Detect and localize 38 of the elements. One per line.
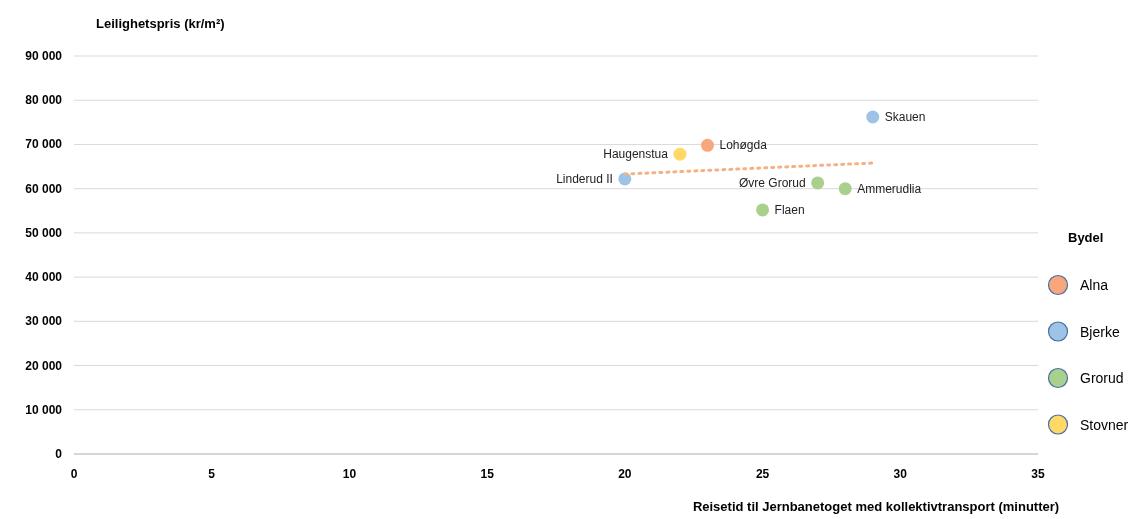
x-tick-label: 25 bbox=[755, 467, 770, 481]
point bbox=[673, 147, 687, 161]
x-tick-label: 0 bbox=[70, 467, 78, 481]
y-tick-label: 30 000 bbox=[25, 314, 63, 329]
point bbox=[811, 176, 825, 190]
x-tick-label: 5 bbox=[208, 467, 216, 481]
point bbox=[866, 110, 880, 124]
legend-title: Bydel bbox=[1068, 230, 1104, 245]
legend-label: Stovner bbox=[1080, 416, 1129, 433]
y-tick-label: 80 000 bbox=[25, 93, 63, 108]
x-tick-label: 30 bbox=[893, 467, 908, 481]
y-tick-label: 20 000 bbox=[25, 358, 63, 373]
legend-label: Alna bbox=[1080, 277, 1109, 293]
annotation: Haugenstua bbox=[603, 147, 669, 162]
y-tick-label: 60 000 bbox=[25, 181, 63, 196]
annotation: Skauen bbox=[884, 110, 926, 125]
legend-label: Grorud bbox=[1080, 370, 1124, 386]
y-tick-label: 70 000 bbox=[25, 137, 63, 152]
annotation: Linderud II bbox=[556, 171, 613, 186]
y-tick-label: 0 bbox=[55, 447, 63, 461]
x-tick-label: 20 bbox=[618, 467, 632, 481]
y-tick-label: 90 000 bbox=[25, 49, 63, 63]
annotation: Øvre Grorud bbox=[738, 175, 806, 190]
y-tick-label: 50 000 bbox=[25, 225, 63, 240]
y-axis-title: Leilighetspris (kr/m²) bbox=[96, 16, 225, 31]
point bbox=[838, 182, 852, 196]
annotation: Lohøgda bbox=[719, 138, 768, 153]
annotation: Flaen bbox=[774, 202, 805, 217]
annotation: Ammerudlia bbox=[857, 181, 922, 196]
x-tick-label: 10 bbox=[342, 467, 357, 481]
legend-label: Bjerke bbox=[1080, 323, 1120, 340]
y-tick-label: 10 000 bbox=[25, 402, 63, 417]
point bbox=[700, 138, 714, 152]
x-tick-label: 15 bbox=[480, 467, 495, 481]
point bbox=[756, 203, 770, 217]
x-axis-title: Reisetid til Jernbanetoget med kollektivtransport (minutter) bbox=[692, 499, 1060, 514]
x-tick-label: 35 bbox=[1031, 467, 1045, 481]
y-tick-label: 40 000 bbox=[25, 270, 63, 285]
